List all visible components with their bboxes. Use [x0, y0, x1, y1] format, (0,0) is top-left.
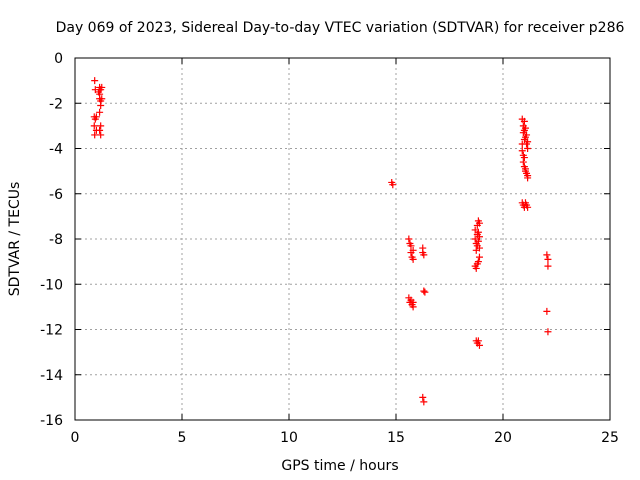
- data-point: [409, 255, 417, 263]
- data-point: [92, 113, 100, 121]
- x-tick-label: 25: [601, 430, 619, 446]
- data-point: [523, 131, 531, 139]
- data-point: [419, 393, 427, 401]
- y-tick-label: -16: [40, 413, 63, 429]
- data-point: [518, 140, 526, 148]
- data-point: [91, 131, 99, 139]
- data-point: [544, 328, 552, 336]
- data-point: [521, 124, 529, 132]
- data-point: [474, 237, 482, 245]
- data-point: [98, 95, 106, 103]
- data-point: [519, 158, 527, 166]
- data-point: [420, 287, 428, 295]
- data-point: [405, 235, 413, 243]
- data-point: [409, 246, 417, 254]
- data-point: [91, 77, 99, 85]
- x-tick-label: 5: [178, 430, 187, 446]
- y-tick-label: -2: [49, 96, 63, 112]
- data-point: [96, 126, 104, 134]
- data-point: [474, 228, 482, 236]
- data-point: [421, 288, 429, 296]
- y-tick-label: -14: [40, 368, 63, 384]
- data-point: [407, 242, 415, 250]
- data-point: [389, 181, 397, 189]
- axis-ticks: 0 5 10 15 20 25 0 -2 -4 -6 -8 -10 -12 -14 -16: [40, 51, 619, 446]
- data-point: [475, 244, 483, 252]
- x-tick-label: 15: [387, 430, 405, 446]
- data-point: [475, 341, 483, 349]
- data-point: [409, 303, 417, 311]
- data-point: [544, 262, 552, 270]
- data-point: [420, 398, 428, 406]
- chart-title: Day 069 of 2023, Sidereal Day-to-day VTE…: [56, 20, 625, 36]
- data-point: [524, 203, 532, 211]
- data-point: [98, 83, 106, 91]
- data-point: [472, 264, 480, 272]
- data-point: [475, 253, 483, 261]
- data-point: [90, 122, 98, 130]
- data-point: [475, 233, 483, 241]
- data-point: [524, 145, 532, 152]
- data-point: [518, 147, 526, 155]
- y-axis-label: SDTVAR / TECUs: [7, 182, 23, 297]
- x-tick-label: 10: [280, 430, 298, 446]
- data-point: [475, 219, 483, 227]
- data-series: [90, 77, 552, 406]
- data-point: [97, 102, 105, 110]
- x-tick-label: 0: [71, 430, 80, 446]
- y-tick-label: 0: [54, 51, 63, 67]
- grid: [75, 58, 610, 420]
- data-point: [544, 255, 552, 263]
- data-point: [520, 117, 528, 125]
- y-tick-label: -12: [40, 323, 63, 339]
- data-point: [524, 138, 532, 146]
- data-point: [524, 174, 532, 182]
- data-point: [97, 122, 105, 130]
- y-tick-label: -4: [49, 142, 63, 158]
- data-point: [543, 307, 551, 315]
- y-tick-label: -6: [49, 187, 63, 203]
- data-point: [420, 251, 428, 259]
- data-point: [96, 108, 104, 116]
- x-tick-label: 20: [494, 430, 512, 446]
- x-axis-label: GPS time / hours: [281, 458, 398, 474]
- y-tick-label: -8: [49, 232, 63, 248]
- y-tick-label: -10: [40, 277, 63, 293]
- data-point: [543, 251, 551, 259]
- data-point: [520, 154, 528, 162]
- data-point: [474, 258, 482, 266]
- data-point: [97, 131, 105, 139]
- data-point: [474, 337, 482, 345]
